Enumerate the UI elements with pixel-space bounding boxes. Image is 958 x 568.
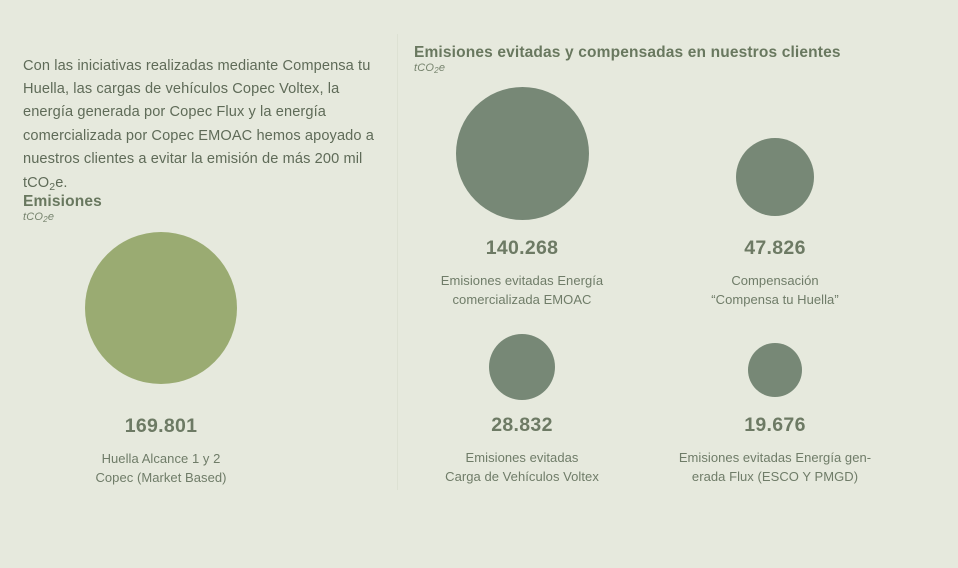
bubble-emoac [455,86,589,220]
metric-value-flux: 19.676 [744,414,806,436]
intro-paragraph-text: Con las iniciativas realizadas mediante … [23,57,374,191]
left-unit-suffix: e [47,211,55,223]
metric-caption-voltex: Emisiones evitadas Carga de Vehículos Vo… [412,448,632,486]
left-unit-prefix: tCO [23,211,44,223]
right-section-unit: tCO2e [414,62,445,75]
right-unit-suffix: e [438,62,446,74]
metric-caption-huella: Huella Alcance 1 y 2 Copec (Market Based… [36,449,286,487]
intro-paragraph-tail: e. [55,174,68,191]
caption-line-2: comercializada EMOAC [452,292,592,307]
intro-subscript: 2 [49,180,56,193]
right-unit-prefix: tCO [414,62,435,74]
caption-line-2: Carga de Vehículos Voltex [445,469,599,484]
left-unit-subscript: 2 [43,215,48,225]
metric-value-huella: 169.801 [124,415,198,437]
caption-line-1: Emisiones evitadas [465,450,579,465]
bubble-voltex [489,334,555,400]
bubble-flux [748,343,802,397]
panel-divider [397,34,398,490]
metric-value-compensacion: 47.826 [744,237,806,259]
left-section-unit: tCO2e [23,211,54,224]
metric-value-voltex: 28.832 [491,414,553,436]
caption-line-2: Copec (Market Based) [95,470,227,485]
caption-line-2: erada Flux (ESCO Y PMGD) [691,469,859,484]
left-section-heading: Emisiones [23,193,102,210]
bubble-compensacion [736,138,814,216]
metric-value-emoac: 140.268 [485,237,559,259]
intro-paragraph: Con las iniciativas realizadas mediante … [23,55,389,199]
right-unit-subscript: 2 [434,66,439,76]
caption-line-1: Emisiones evitadas Energía [440,273,604,288]
right-section-heading: Emisiones evitadas y compensadas en nues… [414,44,841,61]
caption-line-1: Huella Alcance 1 y 2 [101,451,221,466]
caption-line-2: “Compensa tu Huella” [711,292,839,307]
caption-line-1: Emisiones evitadas Energía gen- [678,450,872,465]
metric-caption-compensacion: Compensación “Compensa tu Huella” [665,271,885,309]
bubble-huella-alcance [85,232,237,384]
caption-line-1: Compensación [731,273,819,288]
metric-caption-flux: Emisiones evitadas Energía gen- erada Fl… [660,448,890,486]
metric-caption-emoac: Emisiones evitadas Energía comercializad… [412,271,632,309]
